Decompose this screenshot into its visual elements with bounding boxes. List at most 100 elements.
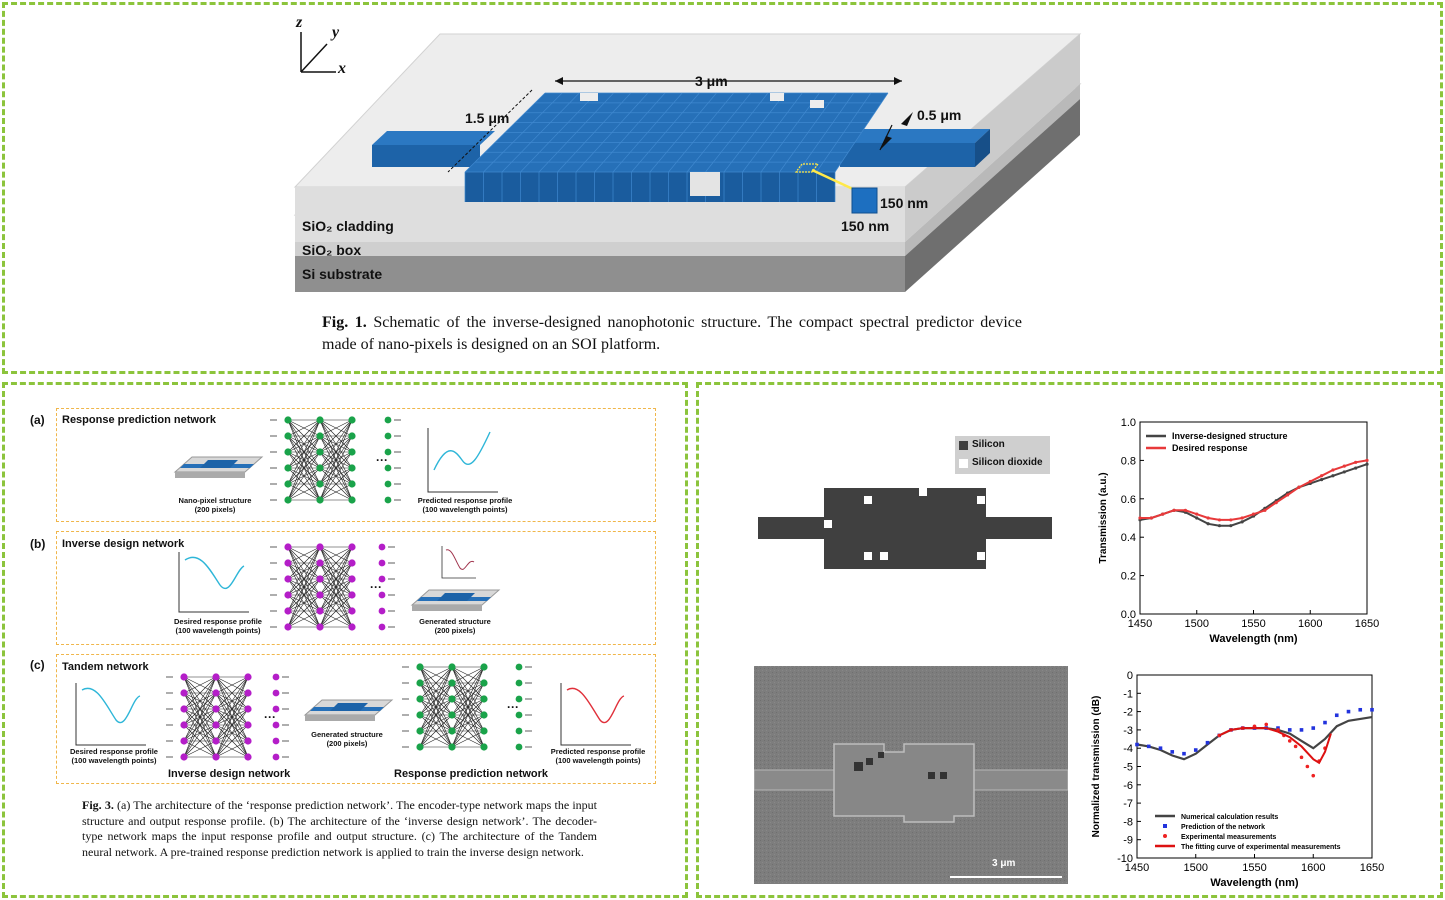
x-axis-label: Wavelength (nm) <box>1209 633 1298 645</box>
output-node <box>515 743 523 751</box>
legend-label: Prediction of the network <box>1181 824 1265 831</box>
output-node <box>515 727 523 735</box>
panel-c-label: (c) <box>30 658 45 672</box>
output-node <box>272 673 280 681</box>
x-tick-label: 1600 <box>1301 862 1325 874</box>
data-point <box>1195 512 1199 516</box>
data-point <box>1346 709 1351 714</box>
network-node <box>180 689 188 697</box>
network-node <box>316 543 324 551</box>
data-point <box>1263 508 1267 512</box>
device-legend: Silicon Silicon dioxide <box>955 436 1050 474</box>
data-point <box>1195 516 1199 520</box>
chip-structure-a <box>173 456 264 478</box>
network-node <box>180 753 188 761</box>
network-node <box>316 448 324 456</box>
network-node <box>480 743 488 751</box>
legend-label: Experimental measurements <box>1181 834 1276 841</box>
fig1-caption-label: Fig. 1. <box>322 314 367 331</box>
network-node <box>348 575 356 583</box>
y-tick-label: 0.2 <box>1121 571 1136 583</box>
panel-c-input-label: Desired response profile (100 wavelength… <box>70 747 158 765</box>
data-point <box>1287 739 1292 743</box>
x-tick-label: 1550 <box>1241 618 1265 630</box>
device-layout <box>758 488 1052 569</box>
network-node <box>480 679 488 687</box>
network-node <box>416 679 424 687</box>
y-tick-label: 0.4 <box>1121 532 1136 544</box>
network-node <box>284 448 292 456</box>
fig3-caption-label: Fig. 3. <box>82 798 114 812</box>
y-tick-label: -2 <box>1123 707 1133 719</box>
legend-sio2-swatch <box>959 459 968 468</box>
panel-a-output-label: Predicted response profile (100 waveleng… <box>417 496 513 514</box>
ellipsis: ··· <box>507 700 519 714</box>
fig1-caption-text: Schematic of the inverse-designed nanoph… <box>322 314 1022 353</box>
network-node <box>316 623 324 631</box>
data-point <box>1206 516 1210 520</box>
figure-1-frame <box>2 2 1443 374</box>
mini-plot-c-output <box>560 683 631 746</box>
network-node <box>284 416 292 424</box>
network-node <box>348 496 356 504</box>
data-point <box>1229 524 1233 528</box>
panel-c-title: Tandem network <box>62 661 149 673</box>
data-point <box>1342 470 1346 474</box>
network-node <box>212 753 220 761</box>
panel-c-box <box>56 654 656 784</box>
output-node <box>515 711 523 719</box>
network-node <box>244 705 252 713</box>
data-point <box>1305 764 1310 769</box>
data-point <box>1358 707 1363 712</box>
x-tick-label: 1650 <box>1355 618 1379 630</box>
legend-silicon-label: Silicon <box>972 439 1005 450</box>
network-node <box>448 711 456 719</box>
legend-sio2-label: Silicon dioxide <box>972 457 1043 468</box>
dim-width-label: 1.5 μm <box>465 110 510 126</box>
data-point <box>1193 748 1198 752</box>
network-node <box>448 679 456 687</box>
network-node <box>348 464 356 472</box>
network-node <box>416 711 424 719</box>
panel-b-box <box>56 531 656 645</box>
network-node <box>348 559 356 567</box>
network-node <box>244 689 252 697</box>
output-node <box>384 464 392 472</box>
y-tick-label: 0.0 <box>1121 609 1136 621</box>
network-node <box>348 591 356 599</box>
network-node <box>316 559 324 567</box>
x-tick-label: 1450 <box>1128 618 1152 630</box>
data-point <box>1240 520 1244 524</box>
y-axis-label: Normalized transmission (dB) <box>1091 696 1102 838</box>
data-point <box>1308 479 1312 484</box>
dim-length-label: 3 μm <box>695 73 728 89</box>
panel-a-title: Response prediction network <box>62 414 217 426</box>
network-node <box>348 416 356 424</box>
network-node <box>316 575 324 583</box>
output-node <box>384 496 392 504</box>
panel-a-box <box>56 408 656 522</box>
network-node <box>348 432 356 440</box>
network-node <box>480 663 488 671</box>
data-point <box>1293 744 1298 749</box>
y-tick-label: -1 <box>1123 688 1133 700</box>
panel-a-input-label: Nano-pixel structure (200 pixels) <box>178 496 252 514</box>
fig3-caption-text: (a) The architecture of the ‘response pr… <box>82 798 597 859</box>
data-point <box>1274 501 1278 505</box>
network-node <box>212 689 220 697</box>
output-node <box>515 695 523 703</box>
data-point <box>1161 512 1165 516</box>
pixel-size-label-b: 150 nm <box>841 218 890 234</box>
y-tick-label: 0 <box>1127 670 1133 682</box>
mini-plot-b-output <box>441 546 476 579</box>
axes-icon <box>300 32 336 73</box>
data-point <box>1276 726 1280 730</box>
y-tick-label: -6 <box>1123 780 1133 792</box>
network-node <box>316 607 324 615</box>
network-node <box>348 607 356 615</box>
y-tick-label: -5 <box>1123 762 1133 774</box>
output-node <box>378 559 386 567</box>
network-node <box>348 543 356 551</box>
network-diagrams: ··· ··· ··· ··· <box>75 416 631 761</box>
series-line <box>1218 727 1332 765</box>
